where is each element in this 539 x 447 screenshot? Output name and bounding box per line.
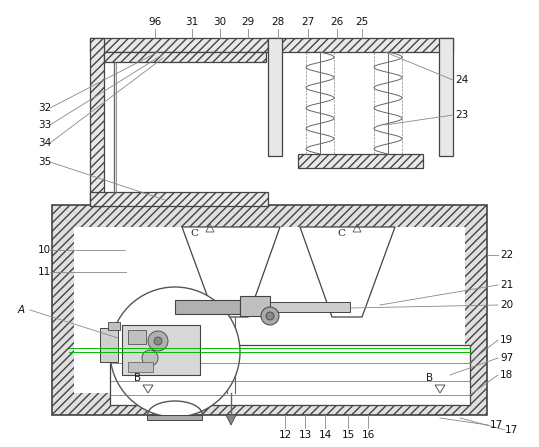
Bar bbox=[110, 345, 470, 405]
Text: C: C bbox=[337, 229, 345, 238]
Bar bbox=[90, 192, 268, 206]
Bar bbox=[268, 38, 282, 156]
Bar bbox=[122, 325, 200, 375]
Bar bbox=[147, 415, 202, 420]
Text: 30: 30 bbox=[213, 17, 226, 27]
Text: 34: 34 bbox=[38, 138, 51, 148]
Text: 26: 26 bbox=[330, 17, 344, 27]
Text: 21: 21 bbox=[500, 280, 513, 290]
Text: 18: 18 bbox=[500, 370, 513, 380]
Text: 11: 11 bbox=[38, 267, 51, 277]
Polygon shape bbox=[300, 227, 395, 317]
Text: 20: 20 bbox=[500, 300, 513, 310]
Text: 96: 96 bbox=[148, 17, 162, 27]
Circle shape bbox=[266, 312, 274, 320]
Text: 35: 35 bbox=[38, 157, 51, 167]
Bar bbox=[175, 300, 240, 314]
Text: B: B bbox=[134, 373, 142, 383]
Text: 23: 23 bbox=[455, 110, 468, 120]
Bar bbox=[108, 322, 120, 330]
Bar bbox=[90, 38, 268, 52]
Bar bbox=[240, 296, 270, 316]
Bar bbox=[268, 38, 453, 52]
Circle shape bbox=[154, 337, 162, 345]
Text: B: B bbox=[426, 373, 433, 383]
Text: 29: 29 bbox=[241, 17, 254, 27]
Circle shape bbox=[142, 350, 158, 366]
Text: 13: 13 bbox=[299, 430, 312, 440]
Text: 19: 19 bbox=[500, 335, 513, 345]
Text: 12: 12 bbox=[278, 430, 292, 440]
Text: 32: 32 bbox=[38, 103, 51, 113]
Text: 17: 17 bbox=[490, 420, 503, 430]
Text: 31: 31 bbox=[185, 17, 199, 27]
Circle shape bbox=[261, 307, 279, 325]
Text: 15: 15 bbox=[341, 430, 355, 440]
Text: 22: 22 bbox=[500, 250, 513, 260]
Text: 27: 27 bbox=[301, 17, 315, 27]
Bar bbox=[100, 328, 118, 362]
Bar bbox=[128, 330, 146, 344]
Bar bbox=[270, 302, 350, 312]
Bar bbox=[298, 154, 423, 168]
Bar bbox=[52, 205, 487, 415]
Text: 25: 25 bbox=[355, 17, 369, 27]
Text: C: C bbox=[190, 229, 198, 238]
Polygon shape bbox=[226, 415, 236, 425]
Polygon shape bbox=[182, 227, 280, 317]
Bar bbox=[90, 38, 104, 206]
Circle shape bbox=[110, 287, 240, 417]
Bar bbox=[128, 362, 153, 372]
Text: 97: 97 bbox=[500, 353, 513, 363]
Text: A: A bbox=[18, 305, 25, 315]
Text: 10: 10 bbox=[38, 245, 51, 255]
Text: 14: 14 bbox=[319, 430, 331, 440]
Text: 28: 28 bbox=[271, 17, 285, 27]
Circle shape bbox=[148, 331, 168, 351]
Text: 16: 16 bbox=[361, 430, 375, 440]
Bar bbox=[74, 227, 465, 393]
Bar bbox=[439, 38, 453, 156]
Text: 33: 33 bbox=[38, 120, 51, 130]
Bar bbox=[104, 52, 266, 62]
Text: 17: 17 bbox=[505, 425, 519, 435]
Text: 24: 24 bbox=[455, 75, 468, 85]
